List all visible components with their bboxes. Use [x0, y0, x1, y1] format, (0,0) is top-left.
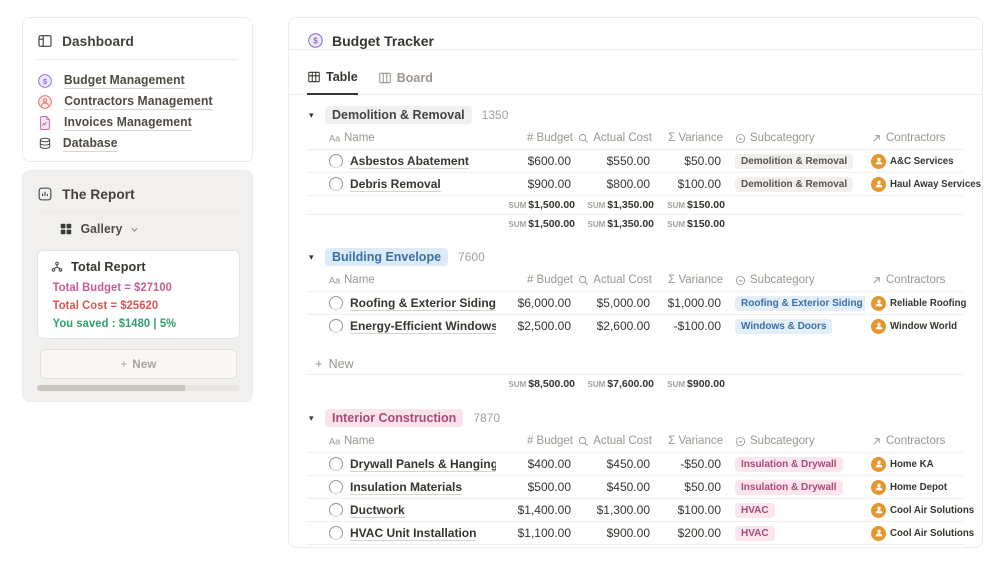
svg-text:Aa: Aa — [329, 436, 340, 446]
svg-text:Aa: Aa — [329, 133, 340, 143]
svg-text:Aa: Aa — [329, 275, 340, 285]
svg-text:$: $ — [43, 76, 47, 85]
svg-text:$: $ — [313, 37, 318, 46]
